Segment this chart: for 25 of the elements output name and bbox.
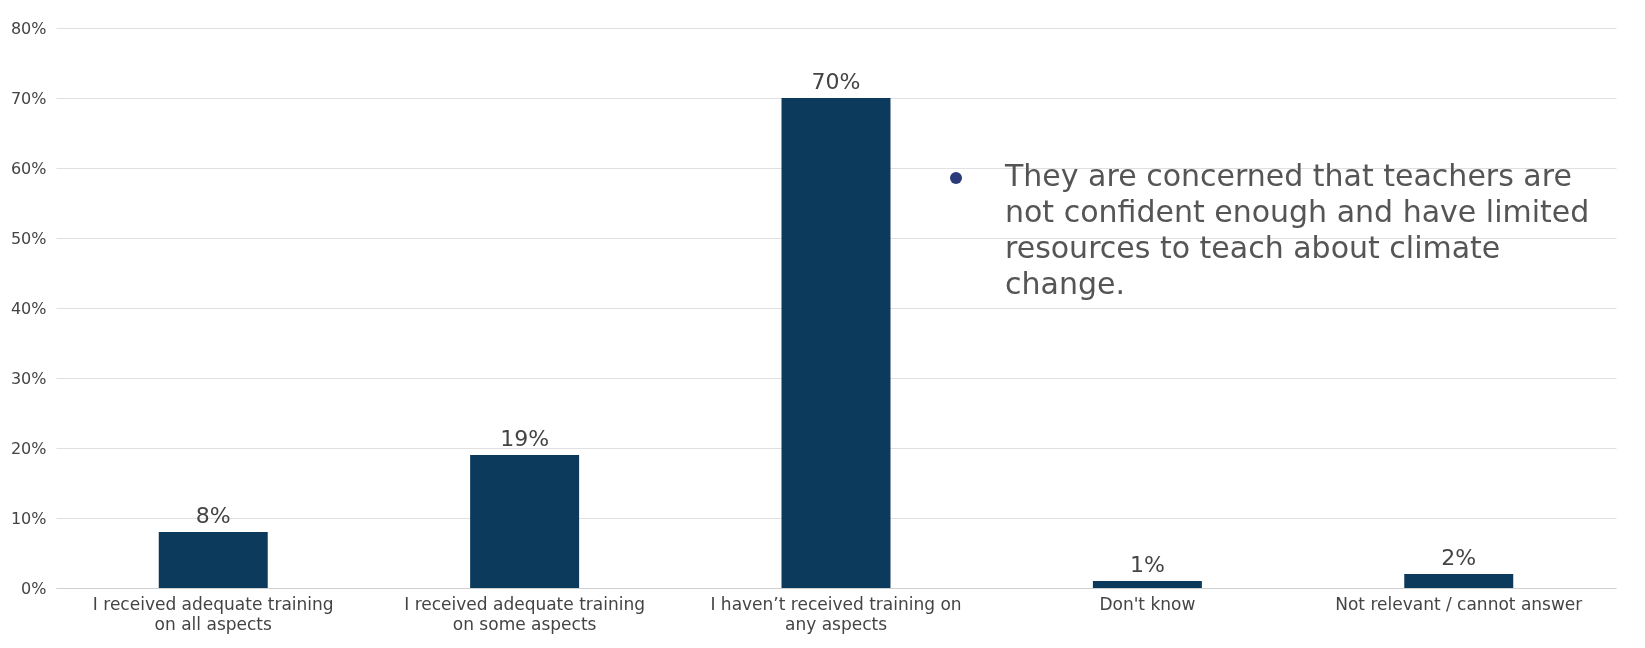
y-tick-label: 70% xyxy=(10,88,47,108)
y-tick-label: 30% xyxy=(10,368,47,388)
bar xyxy=(781,98,891,588)
x-tick-label: I haven’t received training on any aspects xyxy=(710,593,962,634)
bar xyxy=(470,455,580,588)
x-tick-label: Not relevant / cannot answer xyxy=(1335,593,1583,614)
x-tick-label: I received adequate training on some aspects xyxy=(404,593,646,634)
annotation: They are concerned that teachers are not confident enough and have limited resources to teach about climate change. xyxy=(1005,158,1591,302)
data-label: 2% xyxy=(1441,545,1477,570)
y-tick-label: 60% xyxy=(10,158,47,178)
y-tick-label: 20% xyxy=(10,438,47,458)
bar xyxy=(1092,581,1202,588)
data-label: 1% xyxy=(1129,552,1165,577)
bar xyxy=(158,532,268,588)
data-label: 19% xyxy=(500,426,550,451)
y-tick-label: 10% xyxy=(10,508,47,528)
y-tick-label: 40% xyxy=(10,298,47,318)
y-tick-label: 0% xyxy=(21,578,47,598)
y-tick-label: 50% xyxy=(10,228,47,248)
data-label: 70% xyxy=(811,69,861,94)
bar xyxy=(1404,574,1514,588)
x-tick-label: I received adequate training on all aspects xyxy=(92,593,334,634)
x-tick-label: Don't know xyxy=(1099,593,1196,614)
data-label: 8% xyxy=(195,503,231,528)
y-tick-label: 80% xyxy=(10,18,47,38)
